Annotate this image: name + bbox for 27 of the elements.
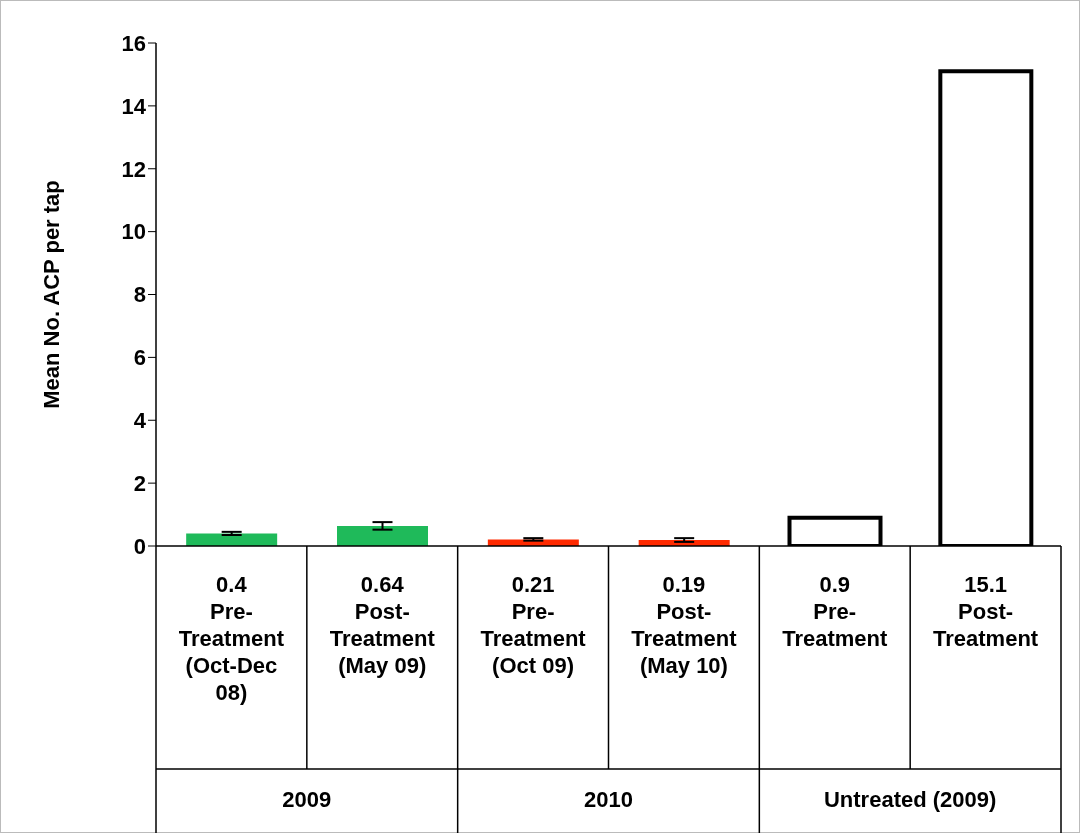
y-tick-label: 8 bbox=[133, 282, 146, 308]
data-label: 0.9 bbox=[819, 572, 851, 597]
y-tick-label: 16 bbox=[121, 30, 146, 56]
data-label: 0.21 bbox=[511, 572, 555, 597]
text: 2009 bbox=[281, 787, 333, 813]
y-tick-label: 10 bbox=[121, 219, 146, 245]
x-tick-label: Pre-Treatment bbox=[782, 599, 888, 651]
y-tick-label: 12 bbox=[121, 156, 146, 182]
text: Untreated (2009) bbox=[822, 787, 998, 813]
data-label: 0.64 bbox=[360, 572, 405, 597]
data-label: 0.19 bbox=[662, 572, 706, 597]
x-tick-label: Post-Treatment (May 10) bbox=[631, 599, 738, 678]
x-tick-label: Pre-Treatment (Oct 09) bbox=[480, 599, 587, 678]
x-tick-label: Post-Treatment bbox=[933, 599, 1039, 651]
y-axis-title: Mean No. ACP per tap bbox=[38, 180, 64, 409]
y-tick-label: 6 bbox=[133, 345, 146, 371]
y-tick-label: 2 bbox=[133, 470, 146, 496]
x-tick-label: Pre-Treatment (Oct-Dec 08) bbox=[178, 599, 285, 705]
data-label: 0.4 bbox=[216, 572, 248, 597]
bar bbox=[337, 525, 428, 546]
text: 2010 bbox=[583, 787, 634, 813]
data-label: 15.1 bbox=[964, 572, 1007, 597]
x-tick-label: Post-Treatment (May 09) bbox=[329, 599, 436, 678]
y-tick-label: 0 bbox=[133, 533, 146, 559]
y-tick-label: 4 bbox=[133, 408, 147, 434]
y-tick-label: 14 bbox=[121, 93, 147, 119]
bar bbox=[186, 533, 278, 546]
